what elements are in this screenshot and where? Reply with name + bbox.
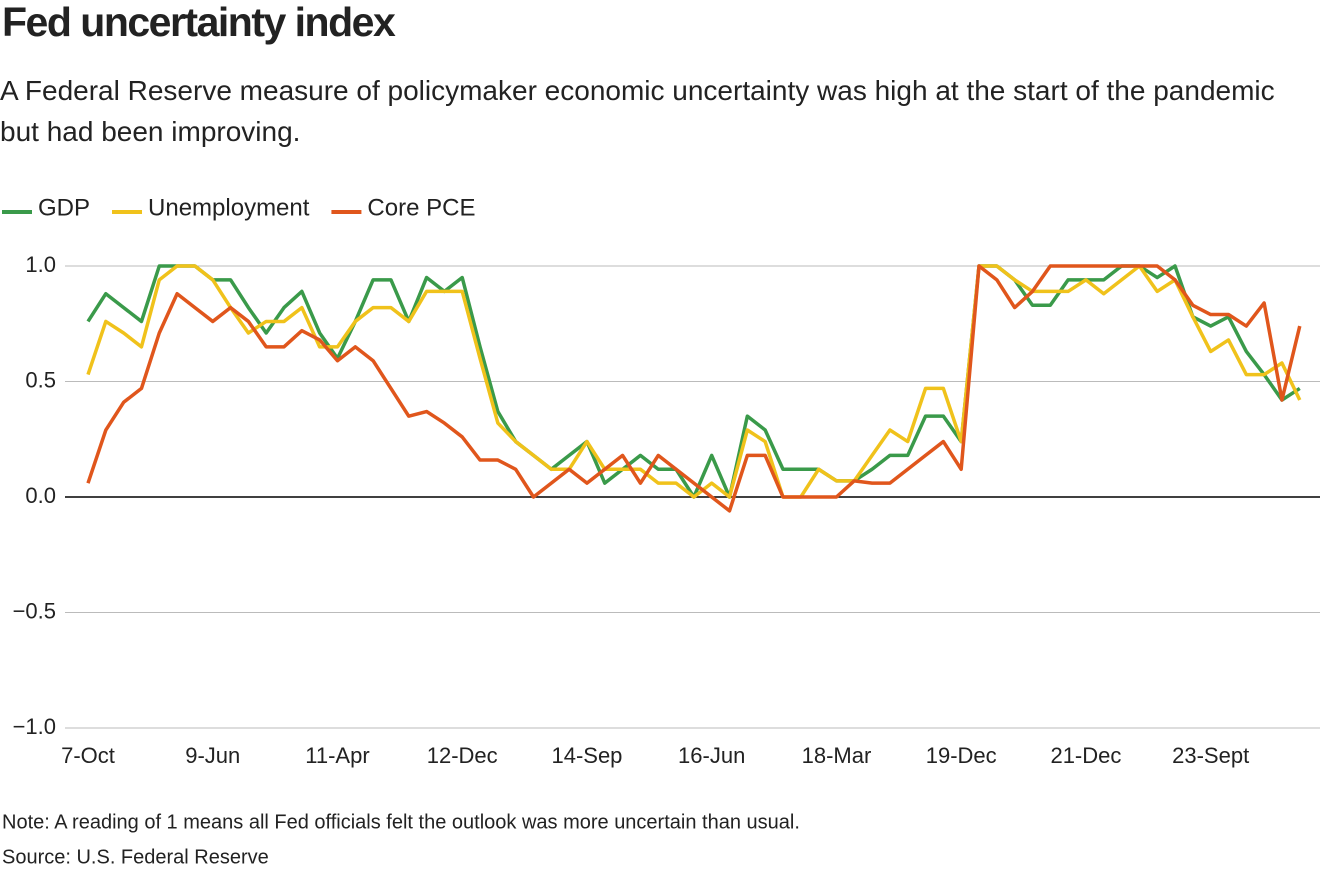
y-tick-label: 0.5 <box>25 367 56 392</box>
legend-label: GDP <box>38 194 90 221</box>
y-tick-label: −1.0 <box>13 714 56 739</box>
source: Source: U.S. Federal Reserve <box>2 846 269 868</box>
note: Note: A reading of 1 means all Fed offic… <box>2 811 800 833</box>
legend-label: Unemployment <box>148 194 310 221</box>
chart-subtitle: A Federal Reserve measure of policymaker… <box>0 75 1275 147</box>
y-tick-label: 0.0 <box>25 483 56 508</box>
legend-label: Core PCE <box>367 194 475 221</box>
x-tick-label: 19-Dec <box>926 743 997 768</box>
x-tick-label: 18-Mar <box>802 743 872 768</box>
y-tick-label: −0.5 <box>13 598 56 623</box>
x-tick-label: 9-Jun <box>185 743 240 768</box>
x-tick-label: 12-Dec <box>427 743 498 768</box>
x-tick-label: 14-Sep <box>551 743 622 768</box>
y-tick-label: 1.0 <box>25 252 56 277</box>
series-line <box>86 264 1302 513</box>
x-tick-label: 7-Oct <box>61 743 115 768</box>
x-tick-label: 21-Dec <box>1050 743 1121 768</box>
subtitle-box: A Federal Reserve measure of policymaker… <box>0 75 1275 147</box>
series-line <box>86 264 1302 499</box>
chart-title: Fed uncertainty index <box>2 0 396 45</box>
x-tick-label: 11-Apr <box>305 743 369 768</box>
x-tick-label: 23-Sept <box>1172 743 1249 768</box>
x-tick-label: 16-Jun <box>678 743 745 768</box>
